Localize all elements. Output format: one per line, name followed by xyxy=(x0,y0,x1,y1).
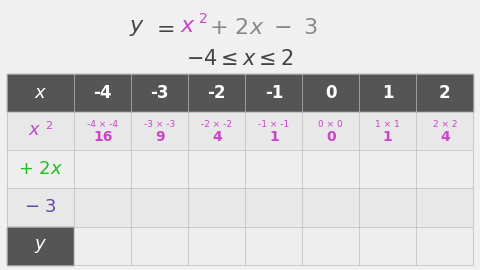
Bar xyxy=(188,227,245,265)
Bar xyxy=(302,188,360,227)
Bar xyxy=(360,74,416,112)
Bar xyxy=(7,150,74,188)
Text: -2 × -2: -2 × -2 xyxy=(201,120,232,129)
Text: 2: 2 xyxy=(439,84,451,102)
Text: 4: 4 xyxy=(440,130,450,144)
Bar xyxy=(245,150,302,188)
Bar xyxy=(360,227,416,265)
Bar xyxy=(360,188,416,227)
Text: 1: 1 xyxy=(269,130,279,144)
Bar xyxy=(188,112,245,150)
Bar xyxy=(132,188,188,227)
Text: 0 × 0: 0 × 0 xyxy=(318,120,343,129)
Bar xyxy=(416,112,473,150)
Text: -3 × -3: -3 × -3 xyxy=(144,120,176,129)
Bar xyxy=(245,227,302,265)
Text: 0: 0 xyxy=(326,130,336,144)
Text: $x$: $x$ xyxy=(28,121,41,139)
Bar xyxy=(132,112,188,150)
Text: -1 × -1: -1 × -1 xyxy=(258,120,289,129)
Text: $+\ 2x\ -\ 3$: $+\ 2x\ -\ 3$ xyxy=(209,18,319,38)
Bar xyxy=(74,112,132,150)
Bar xyxy=(302,112,360,150)
Text: 1: 1 xyxy=(382,84,394,102)
Bar xyxy=(7,227,74,265)
Text: $y$: $y$ xyxy=(34,237,47,255)
Text: $-\ 3$: $-\ 3$ xyxy=(24,198,57,217)
Bar xyxy=(416,150,473,188)
Bar xyxy=(74,150,132,188)
Bar xyxy=(132,74,188,112)
Text: $x$: $x$ xyxy=(180,16,196,36)
Text: 16: 16 xyxy=(93,130,112,144)
Text: -2: -2 xyxy=(207,84,226,102)
Bar xyxy=(74,74,132,112)
Text: $2$: $2$ xyxy=(198,12,207,26)
Text: $+\ 2x$: $+\ 2x$ xyxy=(18,160,63,178)
Bar xyxy=(360,150,416,188)
Text: $y$: $y$ xyxy=(129,18,145,38)
Bar xyxy=(416,227,473,265)
Text: 2 × 2: 2 × 2 xyxy=(432,120,457,129)
Text: $x$: $x$ xyxy=(34,84,47,102)
Bar xyxy=(188,150,245,188)
Text: 4: 4 xyxy=(212,130,222,144)
Text: $2$: $2$ xyxy=(45,119,53,131)
Text: 1 × 1: 1 × 1 xyxy=(375,120,400,129)
Bar xyxy=(74,227,132,265)
Text: $-4 \leq x \leq 2$: $-4 \leq x \leq 2$ xyxy=(186,49,294,69)
Bar xyxy=(360,112,416,150)
Bar xyxy=(245,74,302,112)
Bar xyxy=(132,227,188,265)
Bar xyxy=(302,150,360,188)
Text: -3: -3 xyxy=(151,84,169,102)
Text: -1: -1 xyxy=(264,84,283,102)
Text: 9: 9 xyxy=(155,130,165,144)
Bar xyxy=(302,227,360,265)
Bar xyxy=(7,74,74,112)
Text: 1: 1 xyxy=(383,130,393,144)
Bar xyxy=(416,188,473,227)
Bar xyxy=(74,188,132,227)
Bar xyxy=(416,74,473,112)
Bar xyxy=(7,188,74,227)
Text: -4: -4 xyxy=(94,84,112,102)
Text: $=$: $=$ xyxy=(152,18,175,38)
Bar xyxy=(188,74,245,112)
Bar xyxy=(188,188,245,227)
Bar xyxy=(132,150,188,188)
Bar xyxy=(245,112,302,150)
Bar xyxy=(245,188,302,227)
Text: -4 × -4: -4 × -4 xyxy=(87,120,119,129)
Text: 0: 0 xyxy=(325,84,336,102)
Bar xyxy=(302,74,360,112)
Bar xyxy=(7,112,74,150)
